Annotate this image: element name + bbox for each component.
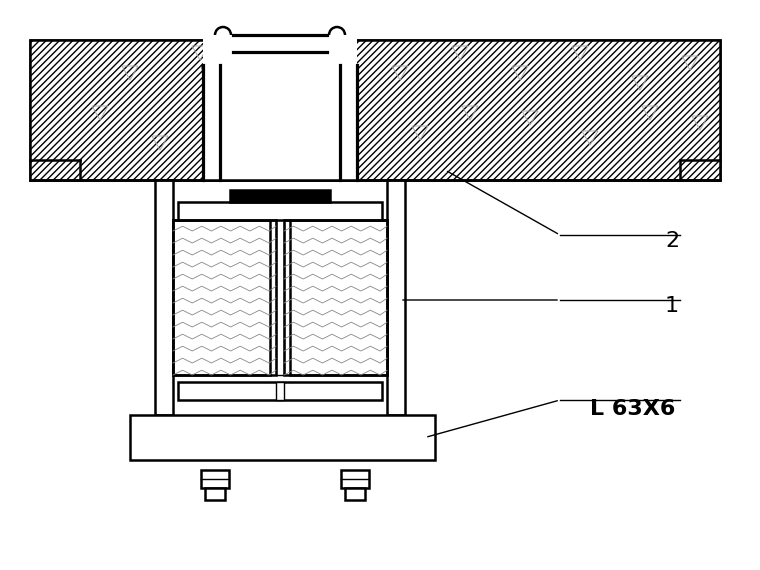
Bar	[30, 40, 720, 180]
Bar	[205, 488, 225, 500]
Text: L 63X6: L 63X6	[590, 399, 676, 419]
Bar	[178, 202, 382, 220]
Bar	[284, 220, 387, 375]
Bar	[276, 220, 284, 375]
Bar	[30, 40, 720, 180]
Text: 1: 1	[665, 296, 679, 316]
Bar	[203, 35, 357, 180]
Bar	[230, 190, 330, 202]
Bar	[178, 382, 382, 400]
Bar	[173, 220, 270, 375]
Bar	[173, 220, 276, 375]
Bar	[130, 415, 435, 460]
Bar	[155, 180, 173, 415]
Bar	[276, 382, 284, 400]
Bar	[345, 488, 365, 500]
Bar	[290, 220, 387, 375]
Bar	[341, 470, 369, 488]
Text: 2: 2	[665, 231, 679, 251]
Bar	[387, 180, 405, 415]
Bar	[201, 470, 229, 488]
